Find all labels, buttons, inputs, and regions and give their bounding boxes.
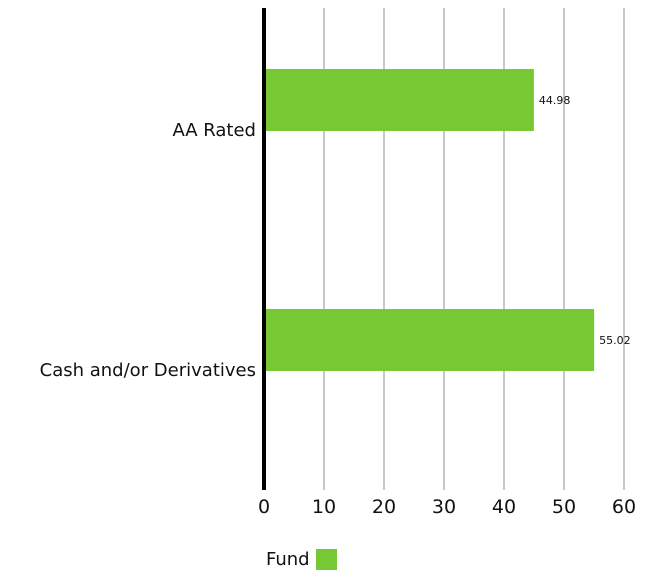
data-label: 55.02 — [599, 334, 631, 347]
x-tick-label: 50 — [552, 496, 576, 518]
data-label: 44.98 — [539, 94, 571, 107]
legend-swatch — [315, 548, 337, 570]
legend: Fund — [266, 546, 337, 572]
category-label: Cash and/or Derivatives — [40, 360, 256, 381]
x-tick-label: 10 — [312, 496, 336, 518]
bar — [264, 69, 534, 131]
bar — [264, 309, 595, 371]
legend-label: Fund — [266, 548, 310, 570]
x-tick-label: 20 — [372, 496, 396, 518]
x-tick-label: 40 — [492, 496, 516, 518]
bars — [264, 69, 595, 371]
x-tick-label: 30 — [432, 496, 456, 518]
bar-chart: 0 10 20 30 40 50 60 AA Rated 44.98 Cash and/or De… — [40, 8, 636, 518]
category-label: AA Rated — [172, 120, 256, 141]
x-tick-label: 0 — [258, 496, 270, 518]
x-tick-label: 60 — [612, 496, 636, 518]
labels: 0 10 20 30 40 50 60 AA Rated 44.98 Cash and/or De… — [40, 94, 636, 518]
